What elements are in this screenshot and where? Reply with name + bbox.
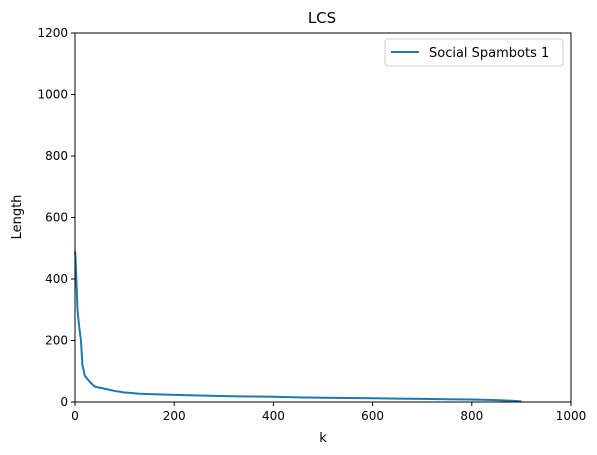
x-tick-label: 400 xyxy=(262,409,285,423)
y-tick-label: 800 xyxy=(45,149,68,163)
x-tick-label: 0 xyxy=(71,409,79,423)
y-tick-label: 600 xyxy=(45,211,68,225)
y-tick-label: 0 xyxy=(60,395,68,409)
x-tick-label: 800 xyxy=(460,409,483,423)
x-tick-label: 200 xyxy=(163,409,186,423)
y-axis-ticks: 0 200 400 600 800 1000 1200 xyxy=(37,26,75,409)
y-axis-label: Length xyxy=(10,195,25,240)
y-tick-label: 400 xyxy=(45,272,68,286)
legend-box xyxy=(384,38,564,67)
legend: Social Spambots 1 xyxy=(384,38,564,67)
series-layer xyxy=(74,251,522,403)
x-tick-label: 600 xyxy=(361,409,384,423)
series-line-0 xyxy=(74,251,522,403)
x-axis-label: k xyxy=(319,431,327,446)
legend-entry-label: Social Spambots 1 xyxy=(429,46,549,61)
y-tick-label: 1000 xyxy=(37,88,68,102)
x-tick-label: 1000 xyxy=(556,409,587,423)
x-axis-ticks: 0 200 400 600 800 1000 xyxy=(71,402,586,423)
y-tick-label: 200 xyxy=(45,334,68,348)
y-tick-label: 1200 xyxy=(37,26,68,40)
chart-title: LCS xyxy=(308,9,336,27)
